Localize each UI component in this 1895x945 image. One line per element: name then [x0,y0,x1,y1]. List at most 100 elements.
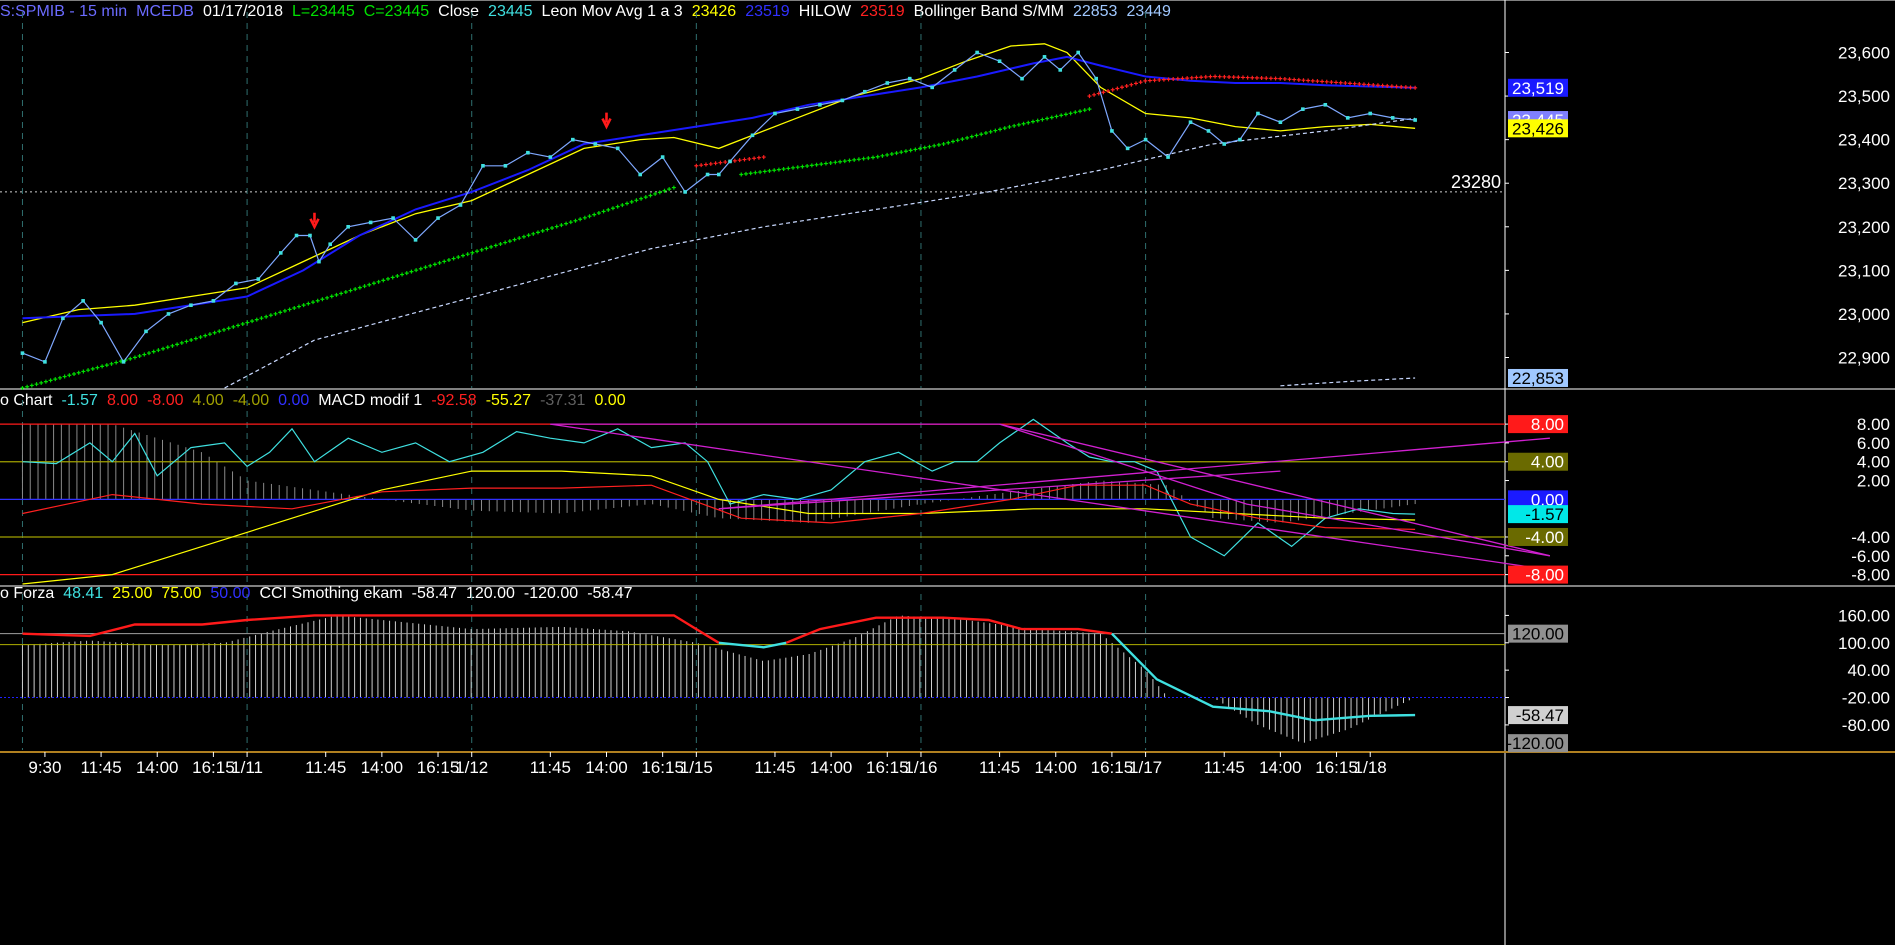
close-price-point [1143,137,1148,142]
price-legend-item: S:SPMIB - 15 min [0,3,128,20]
sar-point-green [828,160,833,165]
sar-point-green [653,191,658,196]
cci-legend-item: 50.00 [210,585,251,602]
macd-legend-item: 8.00 [106,392,139,409]
sar-point-red [732,158,737,163]
close-price-point [1166,155,1170,159]
sar-point-green [969,134,974,139]
close-price-point [526,150,530,155]
x-tick-label: 14:00 [1259,758,1302,777]
sar-point-green [1049,115,1054,120]
close-price-point [1125,146,1130,151]
sar-point-green [634,198,639,203]
sar-point-green [48,378,53,383]
close-price-point [458,203,463,207]
sar-point-green [667,187,672,192]
sar-point-green [184,339,189,344]
sar-point-green [814,162,819,167]
sar-point-red [1250,75,1255,80]
sar-point-green [521,234,526,239]
x-tick-label: 16:15 [1315,758,1358,777]
close-price-point [660,155,665,159]
y-tick-label: 23,200 [1838,218,1890,237]
sar-point-green [451,256,456,261]
x-tick-label: 11:45 [1204,758,1245,777]
sar-point-red [1380,83,1385,88]
sar-point-green [615,204,620,209]
close-price-point [728,159,732,164]
macd-red-line [22,484,1416,530]
sar-point-red [1278,76,1283,81]
sar-point-green [395,273,400,278]
price-legend-item: MCEDB [136,3,194,20]
sar-point-red [1306,78,1311,83]
sar-point-green [254,317,259,322]
sar-point-green [20,386,25,390]
sar-point-green [137,353,142,358]
sar-point-green [946,140,951,145]
x-tick-label: 16:15 [1091,758,1134,777]
close-price-point [1390,116,1395,120]
close-price-point [144,329,148,334]
sar-point-red [1101,90,1106,95]
price-panel-header: S:SPMIB - 15 min MCEDB 01/17/2018 L=23445 C=… [0,2,1180,22]
cci-legend-item: 75.00 [161,585,202,602]
sar-point-green [610,206,615,211]
sar-point-green [489,244,494,249]
axis-value-tag [1508,78,1568,97]
macd-trendline [718,437,1550,510]
y-tick-label: -4.00 [1851,528,1890,547]
x-tick-label: 11:45 [80,758,121,777]
y-tick-label: 23,500 [1838,87,1890,106]
sar-point-green [762,169,767,174]
sar-point-green [578,217,583,222]
close-price-point [1278,120,1283,125]
sar-point-red [742,157,747,162]
sar-point-green [550,226,555,231]
cci-legend-item: 25.00 [112,585,153,602]
sar-point-green [1002,126,1007,131]
sar-point-green [231,324,236,329]
close-price-point [1301,107,1305,111]
sar-point-green [1054,114,1059,119]
sar-point-red [747,156,752,161]
sar-point-red [1203,74,1208,79]
sar-point-green [86,368,91,373]
macd-legend-item: -92.58 [431,392,477,409]
close-price-point [481,163,485,168]
sar-point-green [639,196,644,201]
sar-point-green [1045,116,1050,121]
sar-point-red [1357,82,1362,87]
sar-point-green [856,157,861,162]
sar-point-green [913,147,918,152]
sar-point-red [1334,80,1339,85]
sar-point-red [1166,77,1171,82]
sar-point-red [1175,76,1180,81]
sar-point-red [1282,76,1287,81]
axis-value-tag [1508,415,1568,434]
sar-point-red [1259,76,1264,81]
sar-point-green [470,250,475,255]
sar-point-green [1063,112,1068,117]
close-price-point [1058,68,1063,72]
sar-point-green [885,152,890,157]
close-price-point [368,220,373,225]
close-price-point [683,190,687,194]
sar-point-green [823,161,828,166]
sar-point-green [838,159,843,164]
moving-average-yellow-line [22,43,1416,324]
x-tick-label: 14:00 [136,758,179,777]
sar-point-green [428,263,433,268]
price-legend-item: 23445 [488,3,533,20]
sar-point-red [1254,75,1259,80]
sar-point-green [526,233,531,238]
sar-point-green [264,314,269,319]
sar-point-green [606,207,611,212]
sar-point-green [776,167,781,172]
sar-point-red [1152,78,1157,83]
x-tick-label: 16:15 [866,758,909,777]
x-tick-label: 1/17 [1129,758,1162,777]
sar-point-green [847,158,852,163]
sell-signal-arrow [309,212,320,230]
